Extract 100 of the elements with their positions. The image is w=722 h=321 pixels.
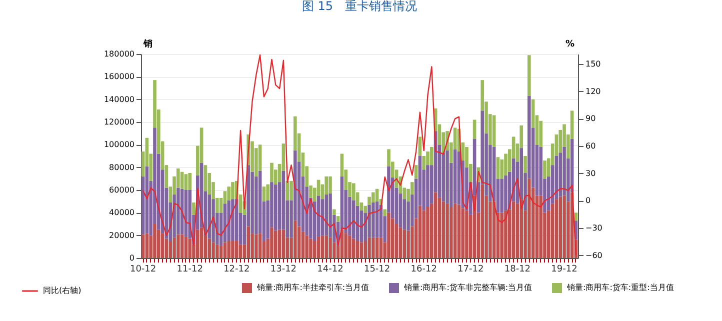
bar (368, 196, 371, 205)
bar (192, 202, 196, 215)
bar (426, 151, 430, 166)
bar (266, 184, 270, 200)
bar (442, 201, 446, 258)
bar (270, 227, 274, 258)
bar (305, 235, 309, 258)
bar (293, 220, 297, 258)
bar (320, 235, 324, 258)
y2-tick-label: 120 (586, 86, 601, 96)
y2-axis-title: % (565, 40, 574, 50)
bar (231, 241, 234, 258)
bar (453, 204, 457, 258)
bar (356, 241, 360, 258)
bar (465, 210, 468, 258)
bar (231, 199, 234, 241)
bar (196, 230, 200, 258)
bar (500, 178, 504, 213)
x-tick-label: 11-12 (176, 264, 203, 274)
y2-tick-label: 150 (586, 60, 601, 69)
bar (527, 55, 531, 96)
x-tick-label: 15-12 (364, 264, 390, 274)
y2-tick-label: 60 (586, 141, 596, 150)
bar (375, 238, 379, 258)
bar (227, 241, 231, 258)
y-axis-title: 销 (142, 38, 152, 50)
bar (270, 162, 274, 182)
bar (324, 194, 328, 236)
bar (434, 192, 438, 258)
bar (558, 196, 562, 258)
bar (453, 149, 457, 204)
bar (258, 233, 262, 258)
bar (543, 160, 546, 179)
bar (418, 206, 422, 258)
bar (188, 238, 192, 258)
bar (290, 180, 293, 200)
y2-tick-label: 90 (586, 114, 596, 124)
y-tick-label: 180000 (104, 50, 134, 58)
bar (274, 184, 278, 231)
bar (234, 241, 238, 258)
x-tick-label: 14-12 (317, 264, 344, 274)
bar (383, 209, 387, 216)
bar (446, 150, 449, 204)
y-tick-label: 100000 (104, 140, 134, 150)
bar (512, 201, 516, 258)
bar (368, 238, 371, 258)
bar (524, 156, 527, 173)
x-tick-label: 19-12 (551, 264, 578, 274)
bar (398, 227, 402, 258)
line-series (142, 54, 577, 256)
bar (426, 207, 430, 258)
bar (352, 238, 356, 258)
bar (238, 244, 242, 258)
bar (215, 244, 219, 258)
bar (328, 238, 332, 258)
bar (204, 165, 208, 192)
bar (176, 188, 180, 234)
bar (184, 174, 188, 190)
bar (446, 204, 449, 258)
x-tick-label: 10-12 (130, 264, 156, 274)
bar (364, 241, 368, 258)
bar (316, 236, 320, 258)
bar (422, 210, 426, 258)
y-tick-label: 80000 (109, 162, 134, 172)
bar (180, 172, 184, 189)
bar (430, 146, 434, 166)
bar (574, 212, 578, 221)
bar (496, 157, 500, 179)
bar (200, 227, 204, 258)
bar (254, 234, 258, 258)
y-tick-label: 120000 (104, 118, 134, 126)
bar (262, 186, 266, 202)
y-tick-label: 160000 (104, 72, 134, 82)
y-tick-label: 40000 (109, 208, 134, 218)
y-tick-label: 60000 (109, 186, 134, 194)
bar (141, 234, 145, 258)
bar (145, 233, 149, 258)
bar (223, 242, 227, 258)
bar (426, 165, 430, 207)
legend-label: 销量:商用车:半挂牵引车:当月值 (256, 283, 370, 292)
bar (504, 175, 508, 210)
x-tick-label: 17-12 (458, 264, 484, 274)
bar (554, 199, 558, 258)
bar (278, 230, 282, 258)
bar (480, 184, 484, 258)
bar (500, 212, 504, 258)
bar (418, 136, 422, 156)
bar (172, 238, 176, 258)
bar (219, 246, 223, 258)
bar (168, 241, 172, 258)
bar (282, 230, 286, 258)
bar (527, 178, 531, 258)
y-tick-label: 20000 (109, 230, 134, 240)
bar (539, 196, 543, 258)
legend-label: 销量:商用车:货车:重型:当月值 (566, 283, 674, 292)
bar (371, 202, 375, 238)
legend-label: 销量:商用车:货车非完整车辆:当月值 (403, 283, 532, 292)
bar (520, 199, 524, 258)
y-tick-label: 0 (129, 254, 134, 262)
x-tick-label: 18-12 (504, 264, 531, 274)
